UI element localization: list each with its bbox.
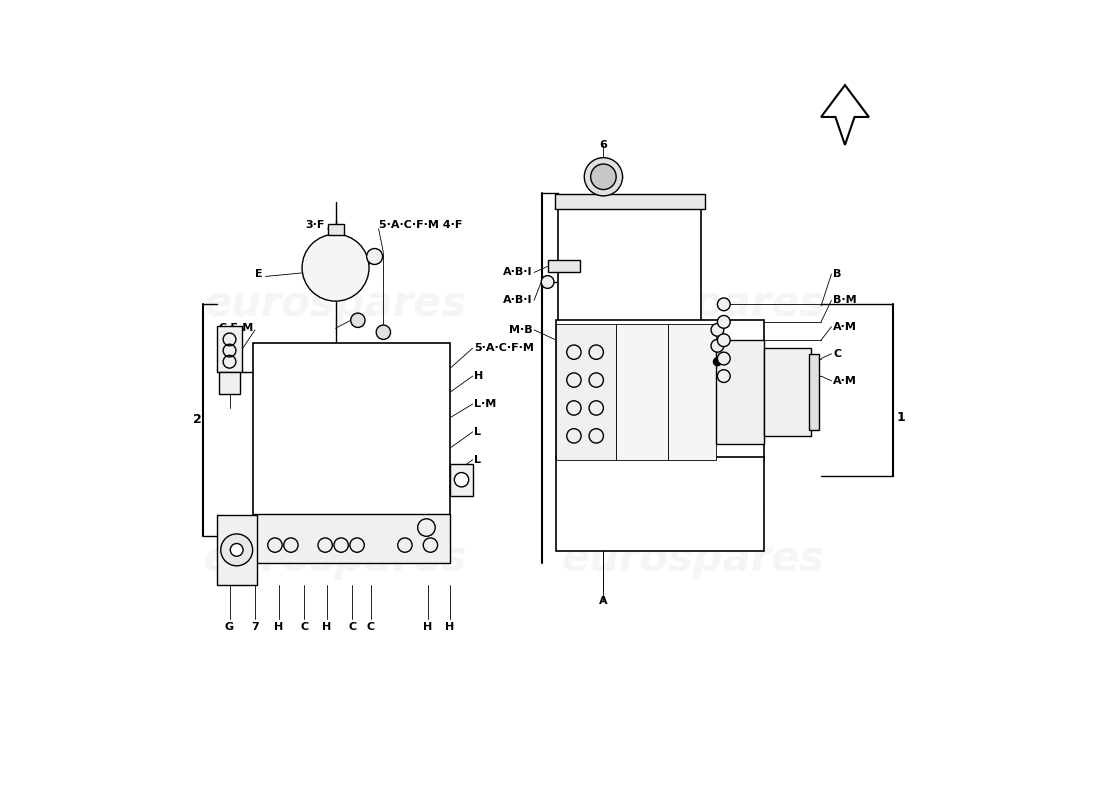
Text: H: H: [424, 622, 432, 632]
Circle shape: [302, 234, 368, 301]
Text: eurospares: eurospares: [562, 283, 825, 326]
Text: H: H: [274, 622, 284, 632]
Circle shape: [541, 276, 554, 288]
Text: C: C: [349, 622, 356, 632]
Bar: [450, 464, 473, 496]
Circle shape: [230, 543, 243, 556]
Circle shape: [711, 323, 724, 336]
Circle shape: [717, 315, 730, 328]
Text: H: H: [474, 371, 484, 381]
Text: L: L: [474, 454, 482, 465]
Text: B: B: [833, 269, 842, 279]
Bar: [328, 224, 343, 235]
Text: eurospares: eurospares: [204, 538, 466, 581]
Circle shape: [351, 313, 365, 327]
Text: B·M: B·M: [833, 295, 857, 306]
Circle shape: [376, 325, 390, 339]
Text: eurospares: eurospares: [204, 283, 466, 326]
Bar: [549, 261, 581, 273]
Bar: [810, 354, 818, 430]
Text: 6: 6: [600, 140, 607, 150]
Bar: [558, 206, 702, 324]
Circle shape: [717, 298, 730, 310]
Text: C: C: [300, 622, 308, 632]
Circle shape: [221, 534, 253, 566]
Bar: [716, 340, 763, 444]
Circle shape: [366, 249, 383, 265]
Text: 1: 1: [896, 411, 905, 424]
Text: 2: 2: [194, 414, 202, 426]
Bar: [557, 320, 763, 460]
Text: C: C: [833, 349, 842, 358]
Bar: [763, 348, 812, 436]
Text: C: C: [366, 622, 375, 632]
Bar: [557, 458, 763, 551]
Circle shape: [711, 339, 724, 352]
Text: 5·A·C·F·M 4·F: 5·A·C·F·M 4·F: [378, 220, 462, 230]
Text: A·M: A·M: [833, 376, 857, 386]
Text: eurospares: eurospares: [562, 538, 825, 581]
Text: A: A: [600, 596, 607, 606]
Circle shape: [454, 473, 469, 487]
Text: H: H: [444, 622, 454, 632]
Circle shape: [717, 352, 730, 365]
Text: A·B·I: A·B·I: [503, 267, 532, 278]
Bar: [253, 342, 450, 515]
Circle shape: [717, 334, 730, 346]
Circle shape: [418, 518, 436, 536]
Text: A·B·I: A·B·I: [503, 295, 532, 306]
Text: 5·A·C·F·M: 5·A·C·F·M: [474, 343, 535, 353]
Circle shape: [714, 358, 722, 366]
Bar: [616, 324, 668, 460]
Bar: [253, 514, 450, 563]
Text: 7: 7: [251, 622, 258, 632]
Bar: [557, 324, 616, 460]
Text: 3·F: 3·F: [306, 220, 326, 230]
Text: L·M: L·M: [474, 399, 496, 409]
Circle shape: [717, 370, 730, 382]
Bar: [217, 515, 256, 585]
Bar: [217, 326, 242, 372]
Bar: [554, 194, 705, 209]
Text: L: L: [474, 427, 482, 437]
Text: G: G: [226, 622, 234, 632]
Bar: [219, 372, 240, 394]
Circle shape: [591, 164, 616, 190]
Circle shape: [584, 158, 623, 196]
Polygon shape: [821, 85, 869, 145]
Text: E: E: [255, 269, 263, 279]
Text: H: H: [322, 622, 331, 632]
Text: A·M: A·M: [833, 322, 857, 332]
Text: M·B: M·B: [509, 325, 532, 335]
Bar: [668, 324, 716, 460]
Text: C·E·M: C·E·M: [218, 323, 253, 334]
